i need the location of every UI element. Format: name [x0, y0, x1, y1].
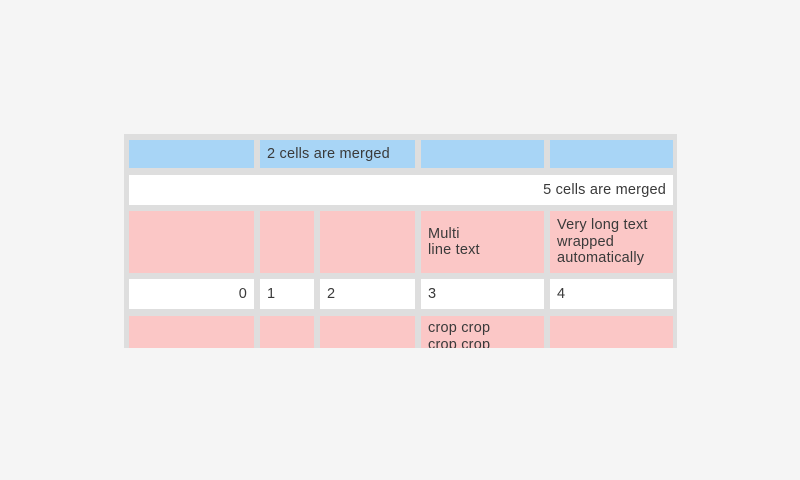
- grid-cell-r3c3[interactable]: [320, 211, 415, 273]
- number-cell-0[interactable]: 0: [129, 279, 254, 309]
- crop-text: crop crop crop crop: [428, 320, 491, 348]
- grid-cell-r5c2[interactable]: [260, 316, 314, 348]
- grid-cell-r1c5[interactable]: [550, 140, 673, 168]
- grid-row-4: 0 1 2 3 4: [129, 279, 673, 309]
- data-grid: 2 cells are merged 5 cells are merged Mu…: [124, 134, 677, 348]
- merged-cell-2cols[interactable]: 2 cells are merged: [260, 140, 415, 168]
- number-cell-2[interactable]: 2: [320, 279, 415, 309]
- multiline-text-cell[interactable]: Multi line text: [421, 211, 544, 273]
- grid-row-3: Multi line text Very long text wrapped a…: [129, 211, 673, 273]
- merged-cell-5cols[interactable]: 5 cells are merged: [129, 175, 673, 205]
- wrapped-text-cell[interactable]: Very long text wrapped automatically: [550, 211, 673, 273]
- grid-cell-r5c5[interactable]: [550, 316, 673, 348]
- grid-cell-r5c1[interactable]: [129, 316, 254, 348]
- crop-text-cell[interactable]: crop crop crop crop: [421, 316, 544, 348]
- grid-cell-r1c1[interactable]: [129, 140, 254, 168]
- number-cell-4[interactable]: 4: [550, 279, 673, 309]
- multiline-text: Multi line text: [428, 225, 480, 259]
- grid-cell-r3c1[interactable]: [129, 211, 254, 273]
- grid-cell-r5c3[interactable]: [320, 316, 415, 348]
- number-cell-1[interactable]: 1: [260, 279, 314, 309]
- number-cell-3[interactable]: 3: [421, 279, 544, 309]
- grid-row-5: crop crop crop crop: [129, 316, 673, 348]
- grid-row-2: 5 cells are merged: [129, 175, 673, 205]
- grid-cell-r1c4[interactable]: [421, 140, 544, 168]
- grid-cell-r3c2[interactable]: [260, 211, 314, 273]
- wrapped-text: Very long text wrapped automatically: [557, 217, 648, 267]
- grid-row-1: 2 cells are merged: [129, 140, 673, 168]
